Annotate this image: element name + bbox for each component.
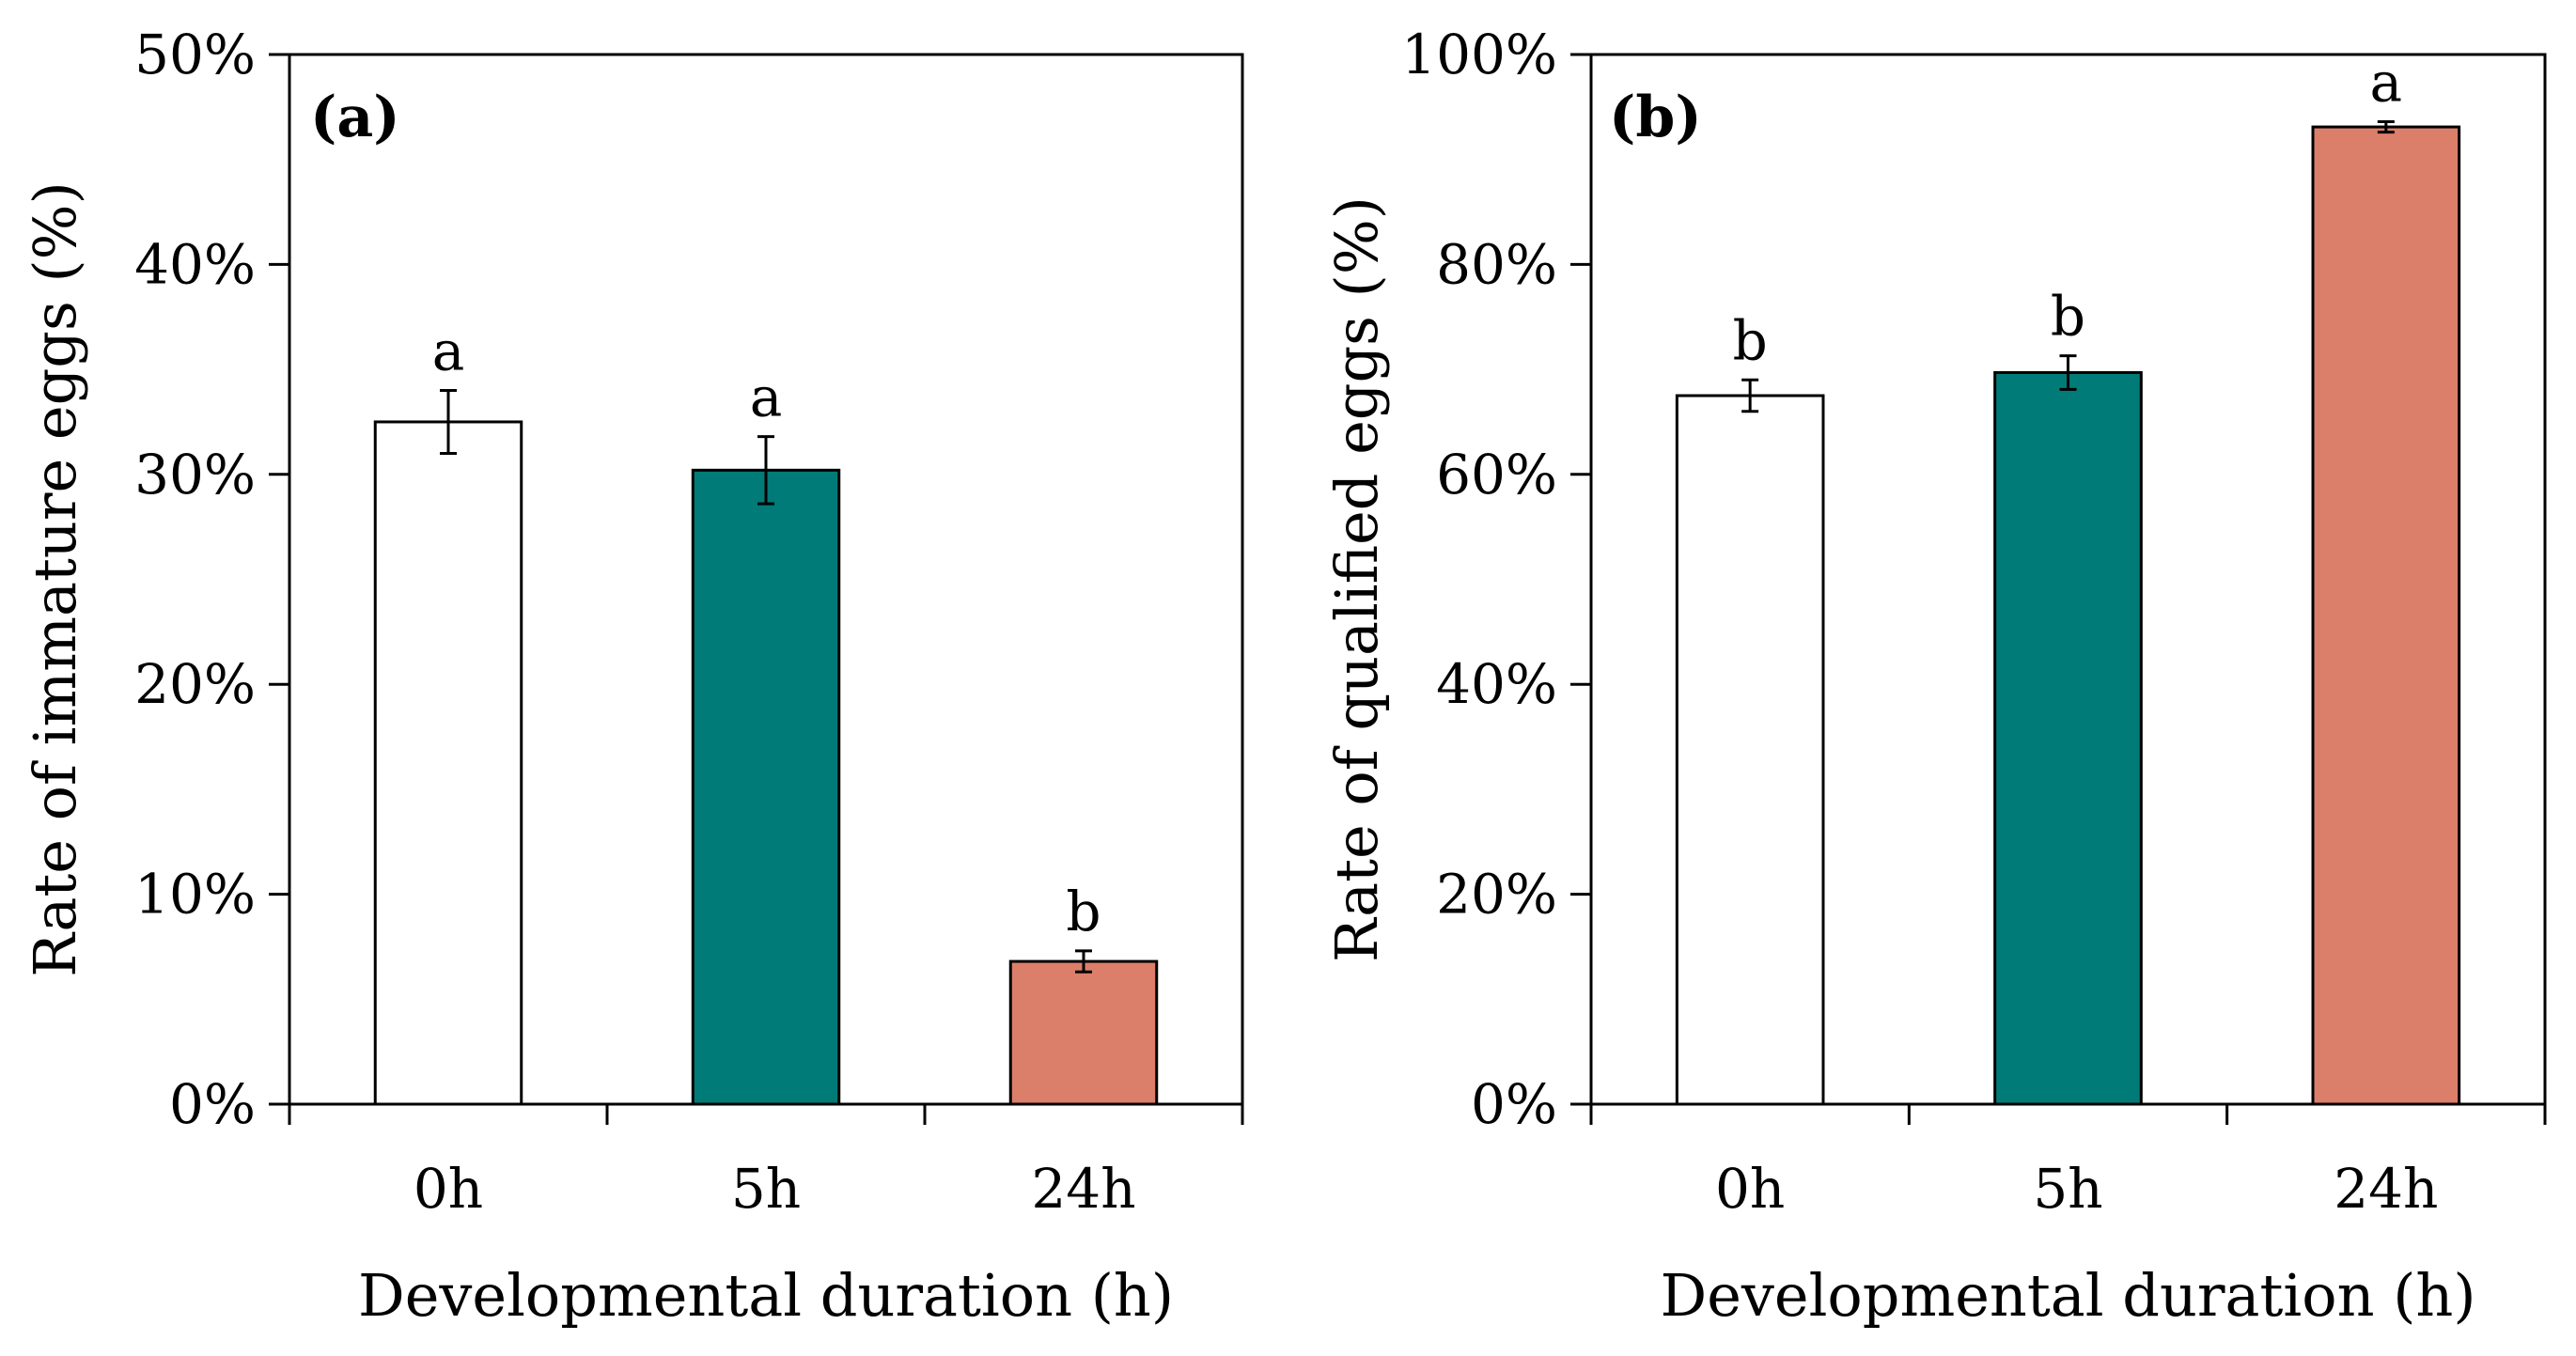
y-tick-label: 100% <box>1401 23 1557 86</box>
x-tick-label: 0h <box>1715 1157 1785 1221</box>
y-tick-label: 30% <box>134 443 256 507</box>
y-tick-label: 50% <box>134 23 256 86</box>
significance-label: a <box>750 366 783 429</box>
y-axis-title: Rate of immature eggs (%) <box>21 181 89 977</box>
panel-label: (b) <box>1609 85 1702 150</box>
bar-5h <box>691 468 841 1106</box>
y-axis-title: Rate of qualified eggs (%) <box>1322 196 1391 962</box>
x-axis-title: Developmental duration (h) <box>1660 1261 2475 1330</box>
x-tick-label: 5h <box>731 1157 801 1221</box>
bar-24h <box>1008 959 1159 1106</box>
y-tick-label: 20% <box>1436 863 1557 927</box>
chart-panel-2: 0% 20% 40% 60% 80% 100% b 0h b 5h a 24h Developmenta… <box>1322 23 2547 1330</box>
y-tick-label: 0% <box>169 1072 256 1136</box>
y-tick-label: 0% <box>1471 1072 1557 1136</box>
chart-panel-1: 0% 10% 20% 30% 40% 50% a 0h a 5h b 24h Developmental… <box>21 23 1244 1330</box>
x-tick-label: 24h <box>1031 1157 1135 1221</box>
panel-label: (a) <box>310 85 400 150</box>
y-tick-label: 20% <box>134 652 256 716</box>
x-tick-label: 0h <box>414 1157 483 1221</box>
bar-0h <box>1675 394 1825 1106</box>
y-tick-label: 40% <box>134 232 256 296</box>
significance-label: a <box>2370 50 2403 114</box>
bar-5h <box>1993 370 2143 1106</box>
y-tick-label: 80% <box>1436 232 1557 296</box>
y-tick-label: 10% <box>134 863 256 927</box>
y-tick-label: 40% <box>1436 652 1557 716</box>
significance-label: b <box>1066 880 1101 943</box>
significance-label: a <box>432 319 465 382</box>
bar-0h <box>373 420 523 1106</box>
x-tick-label: 5h <box>2033 1157 2102 1221</box>
x-tick-label: 24h <box>2334 1157 2438 1221</box>
significance-label: b <box>1733 308 1768 372</box>
significance-label: b <box>2051 285 2085 349</box>
x-axis-title: Developmental duration (h) <box>358 1261 1174 1330</box>
y-tick-label: 60% <box>1436 443 1557 507</box>
bar-24h <box>2311 125 2461 1106</box>
